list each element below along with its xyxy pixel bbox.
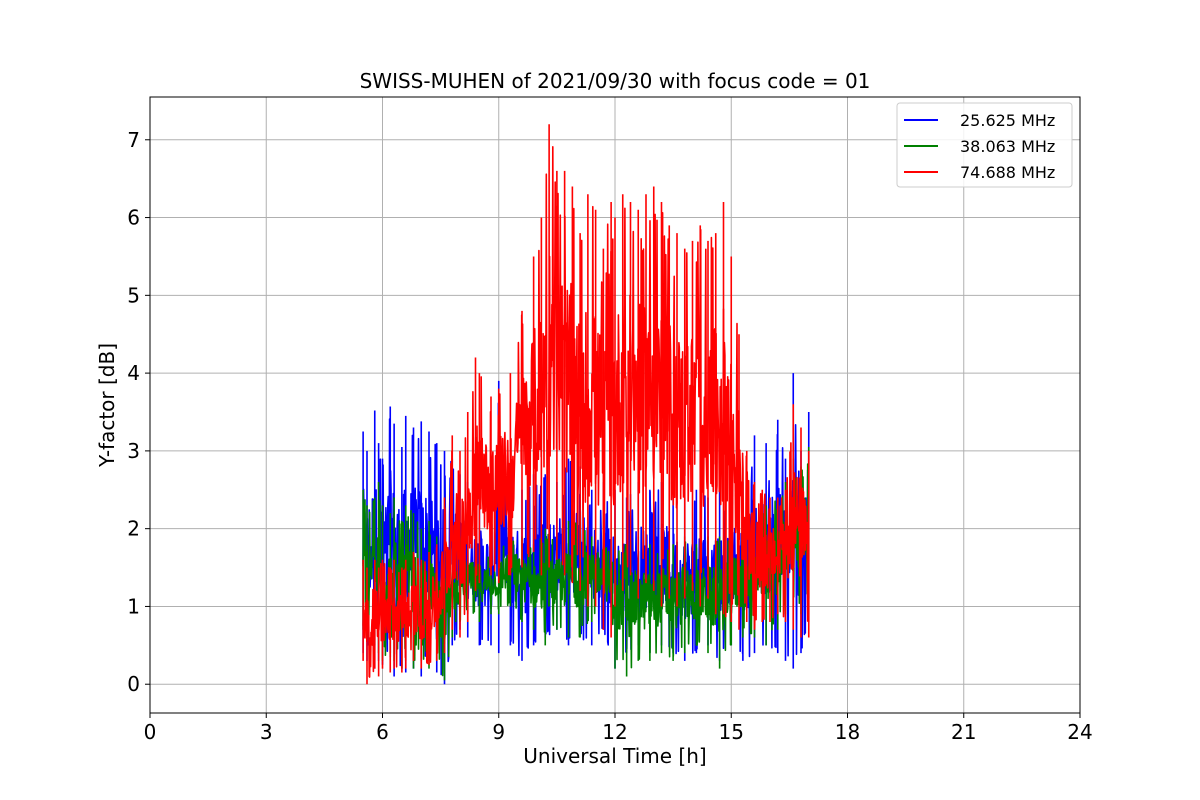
y-tick-label: 5 bbox=[127, 283, 140, 307]
legend-label: 38.063 MHz bbox=[960, 137, 1055, 156]
x-tick-label: 6 bbox=[376, 720, 389, 744]
legend: 25.625 MHz 38.063 MHz 74.688 MHz bbox=[896, 102, 1073, 188]
chart-title: SWISS-MUHEN of 2021/09/30 with focus cod… bbox=[360, 69, 871, 93]
x-tick-label: 3 bbox=[260, 720, 273, 744]
x-tick-label: 24 bbox=[1067, 720, 1092, 744]
y-tick-label: 2 bbox=[127, 517, 140, 541]
y-tick-label: 3 bbox=[127, 439, 140, 463]
y-tick-label: 0 bbox=[127, 672, 140, 696]
y-tick-label: 7 bbox=[127, 128, 140, 152]
x-tick-label: 12 bbox=[602, 720, 627, 744]
x-tick-label: 9 bbox=[492, 720, 505, 744]
x-tick-label: 21 bbox=[951, 720, 976, 744]
legend-label: 25.625 MHz bbox=[960, 111, 1055, 130]
y-axis-label: Y-factor [dB] bbox=[95, 343, 119, 468]
legend-label: 74.688 MHz bbox=[960, 163, 1055, 182]
y-tick-label: 6 bbox=[127, 206, 140, 230]
x-axis-label: Universal Time [h] bbox=[523, 744, 706, 768]
y-tick-label: 1 bbox=[127, 594, 140, 618]
x-tick-label: 0 bbox=[144, 720, 157, 744]
x-tick-label: 18 bbox=[835, 720, 860, 744]
legend-box bbox=[896, 102, 1073, 188]
series-layer bbox=[362, 124, 810, 685]
y-tick-label: 4 bbox=[127, 361, 140, 385]
x-tick-label: 15 bbox=[719, 720, 744, 744]
